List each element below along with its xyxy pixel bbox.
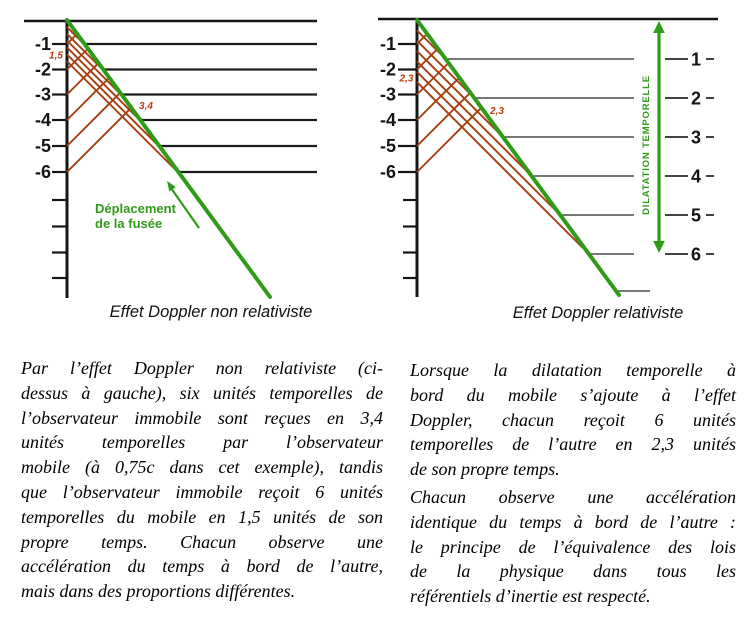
right-signal-out-5: [416, 92, 471, 147]
doppler-diagrams: -1 -2 -3 -4 -5 -6: [24, 17, 718, 322]
text-line: unités temporelles par l’observateur: [21, 432, 383, 453]
text-line: accélération du temps à bord de l’autre,: [21, 556, 383, 577]
right-diagram: -1 -2 -3 -4 -5 -6 1 2 3 4 5: [378, 17, 718, 322]
right-rocket-worldline: [415, 18, 621, 297]
text-line: identique du temps à bord de l’autre :: [410, 511, 736, 532]
left-tick-label-5: -5: [35, 136, 51, 156]
right-signal-out-6: [416, 107, 482, 173]
right-text-column: Lorsque la dilatation temporelle à bord d…: [410, 358, 736, 609]
left-diagram-caption: Effet Doppler non relativiste: [110, 303, 313, 321]
right-diagram-caption: Effet Doppler relativiste: [513, 304, 684, 322]
left-rocket-worldline: [65, 18, 272, 299]
left-signal-in-3: [66, 39, 122, 96]
text-line: propre temps. Chacun observe une: [21, 531, 383, 552]
text-line: temporelles de l’autre en 2,3 unités: [410, 434, 736, 455]
right-axis-label-5: -5: [380, 136, 396, 156]
right-proper-label-4: 4: [691, 167, 701, 187]
rocket-displacement-arrowhead-icon: [167, 181, 176, 192]
right-proper-label-5: 5: [691, 206, 701, 226]
left-tick-label-2: -2: [35, 60, 51, 80]
right-axis-label-2: -2: [380, 60, 396, 80]
text-line: référentiels d’inertie est respecté.: [410, 586, 651, 607]
text-line: Doppler, chacun reçoit 6 unités: [410, 409, 736, 430]
left-tick-label-4: -4: [35, 110, 51, 130]
left-signal-in-5: [66, 53, 160, 147]
dilation-arrowhead-top-icon: [653, 21, 665, 33]
left-tick-label-1: -1: [35, 34, 51, 54]
right-signal-in-2: [416, 40, 475, 99]
right-proper-label-6: 6: [691, 245, 701, 265]
right-paragraph-1: Lorsque la dilatation temporelle à bord d…: [410, 358, 736, 482]
right-axis-label-6: -6: [380, 162, 396, 182]
right-proper-label-1: 1: [691, 50, 701, 70]
right-axis-label-1: -1: [380, 34, 396, 54]
right-emission-value: 2,3: [489, 106, 504, 117]
right-signal-in-3: [416, 50, 504, 138]
left-signal-out-2: [66, 48, 89, 71]
dilation-arrowhead-bottom-icon: [653, 241, 665, 253]
text-line: mais dans des proportions différentes.: [21, 581, 296, 602]
text-line: Chacun observe une accélération: [410, 486, 736, 507]
left-signal-out-5: [66, 92, 121, 147]
right-reception-value: 2,3: [399, 74, 414, 85]
text-line: le principe de l’équivalence des lois: [410, 536, 736, 557]
text-line: de la physique dans tous les: [410, 561, 736, 582]
left-text-column: Par l’effet Doppler non relativiste (ci-…: [21, 356, 383, 604]
text-line: Lorsque la dilatation temporelle à: [410, 360, 736, 380]
left-tick-label-6: -6: [35, 162, 51, 182]
text-line: mobile (à 0,75c dans cet exemple), tandi…: [21, 457, 383, 478]
right-signal-in-4: [416, 60, 533, 177]
text-line: dessus à gauche), six unités temporelles…: [21, 382, 383, 403]
dilation-label: DILATATION TEMPORELLE: [641, 75, 652, 215]
rocket-displacement-label-line1: Déplacement: [95, 201, 177, 216]
rocket-displacement-arrow-shaft: [171, 188, 200, 229]
right-signal-in-6: [416, 81, 590, 255]
text-line: l’observateur immobile sont reçues en 3,…: [21, 407, 383, 428]
left-signal-in-6: [66, 60, 179, 173]
right-signal-out-4: [416, 77, 460, 121]
right-axis-label-4: -4: [380, 110, 396, 130]
left-emission-value: 3,4: [139, 101, 153, 112]
left-tick-label-3: -3: [35, 85, 51, 105]
text-line: Par l’effet Doppler non relativiste (ci-: [21, 358, 383, 378]
text-line: temporelles du mobile en 1,5 unités de s…: [21, 506, 383, 527]
right-paragraph-2: Chacun observe une accélération identique…: [410, 485, 736, 609]
left-signal-out-3: [66, 62, 99, 96]
left-signal-in-4: [66, 46, 141, 121]
right-proper-label-3: 3: [691, 128, 701, 148]
left-reception-value: 1,5: [49, 51, 63, 62]
left-diagram: -1 -2 -3 -4 -5 -6: [24, 18, 317, 321]
text-line: bord du mobile s’ajoute à l’effet: [410, 384, 736, 405]
right-signal-in-5: [416, 71, 561, 216]
left-signal-out-4: [66, 77, 110, 121]
right-axis-label-3: -3: [380, 85, 396, 105]
left-signal-out-6: [66, 107, 132, 173]
rocket-displacement-label-line2: de la fusée: [95, 216, 162, 231]
right-proper-label-2: 2: [691, 89, 701, 109]
text-line: de son propre temps.: [410, 459, 560, 480]
text-line: que l’observateur immobile reçoit 6 unit…: [21, 481, 383, 502]
